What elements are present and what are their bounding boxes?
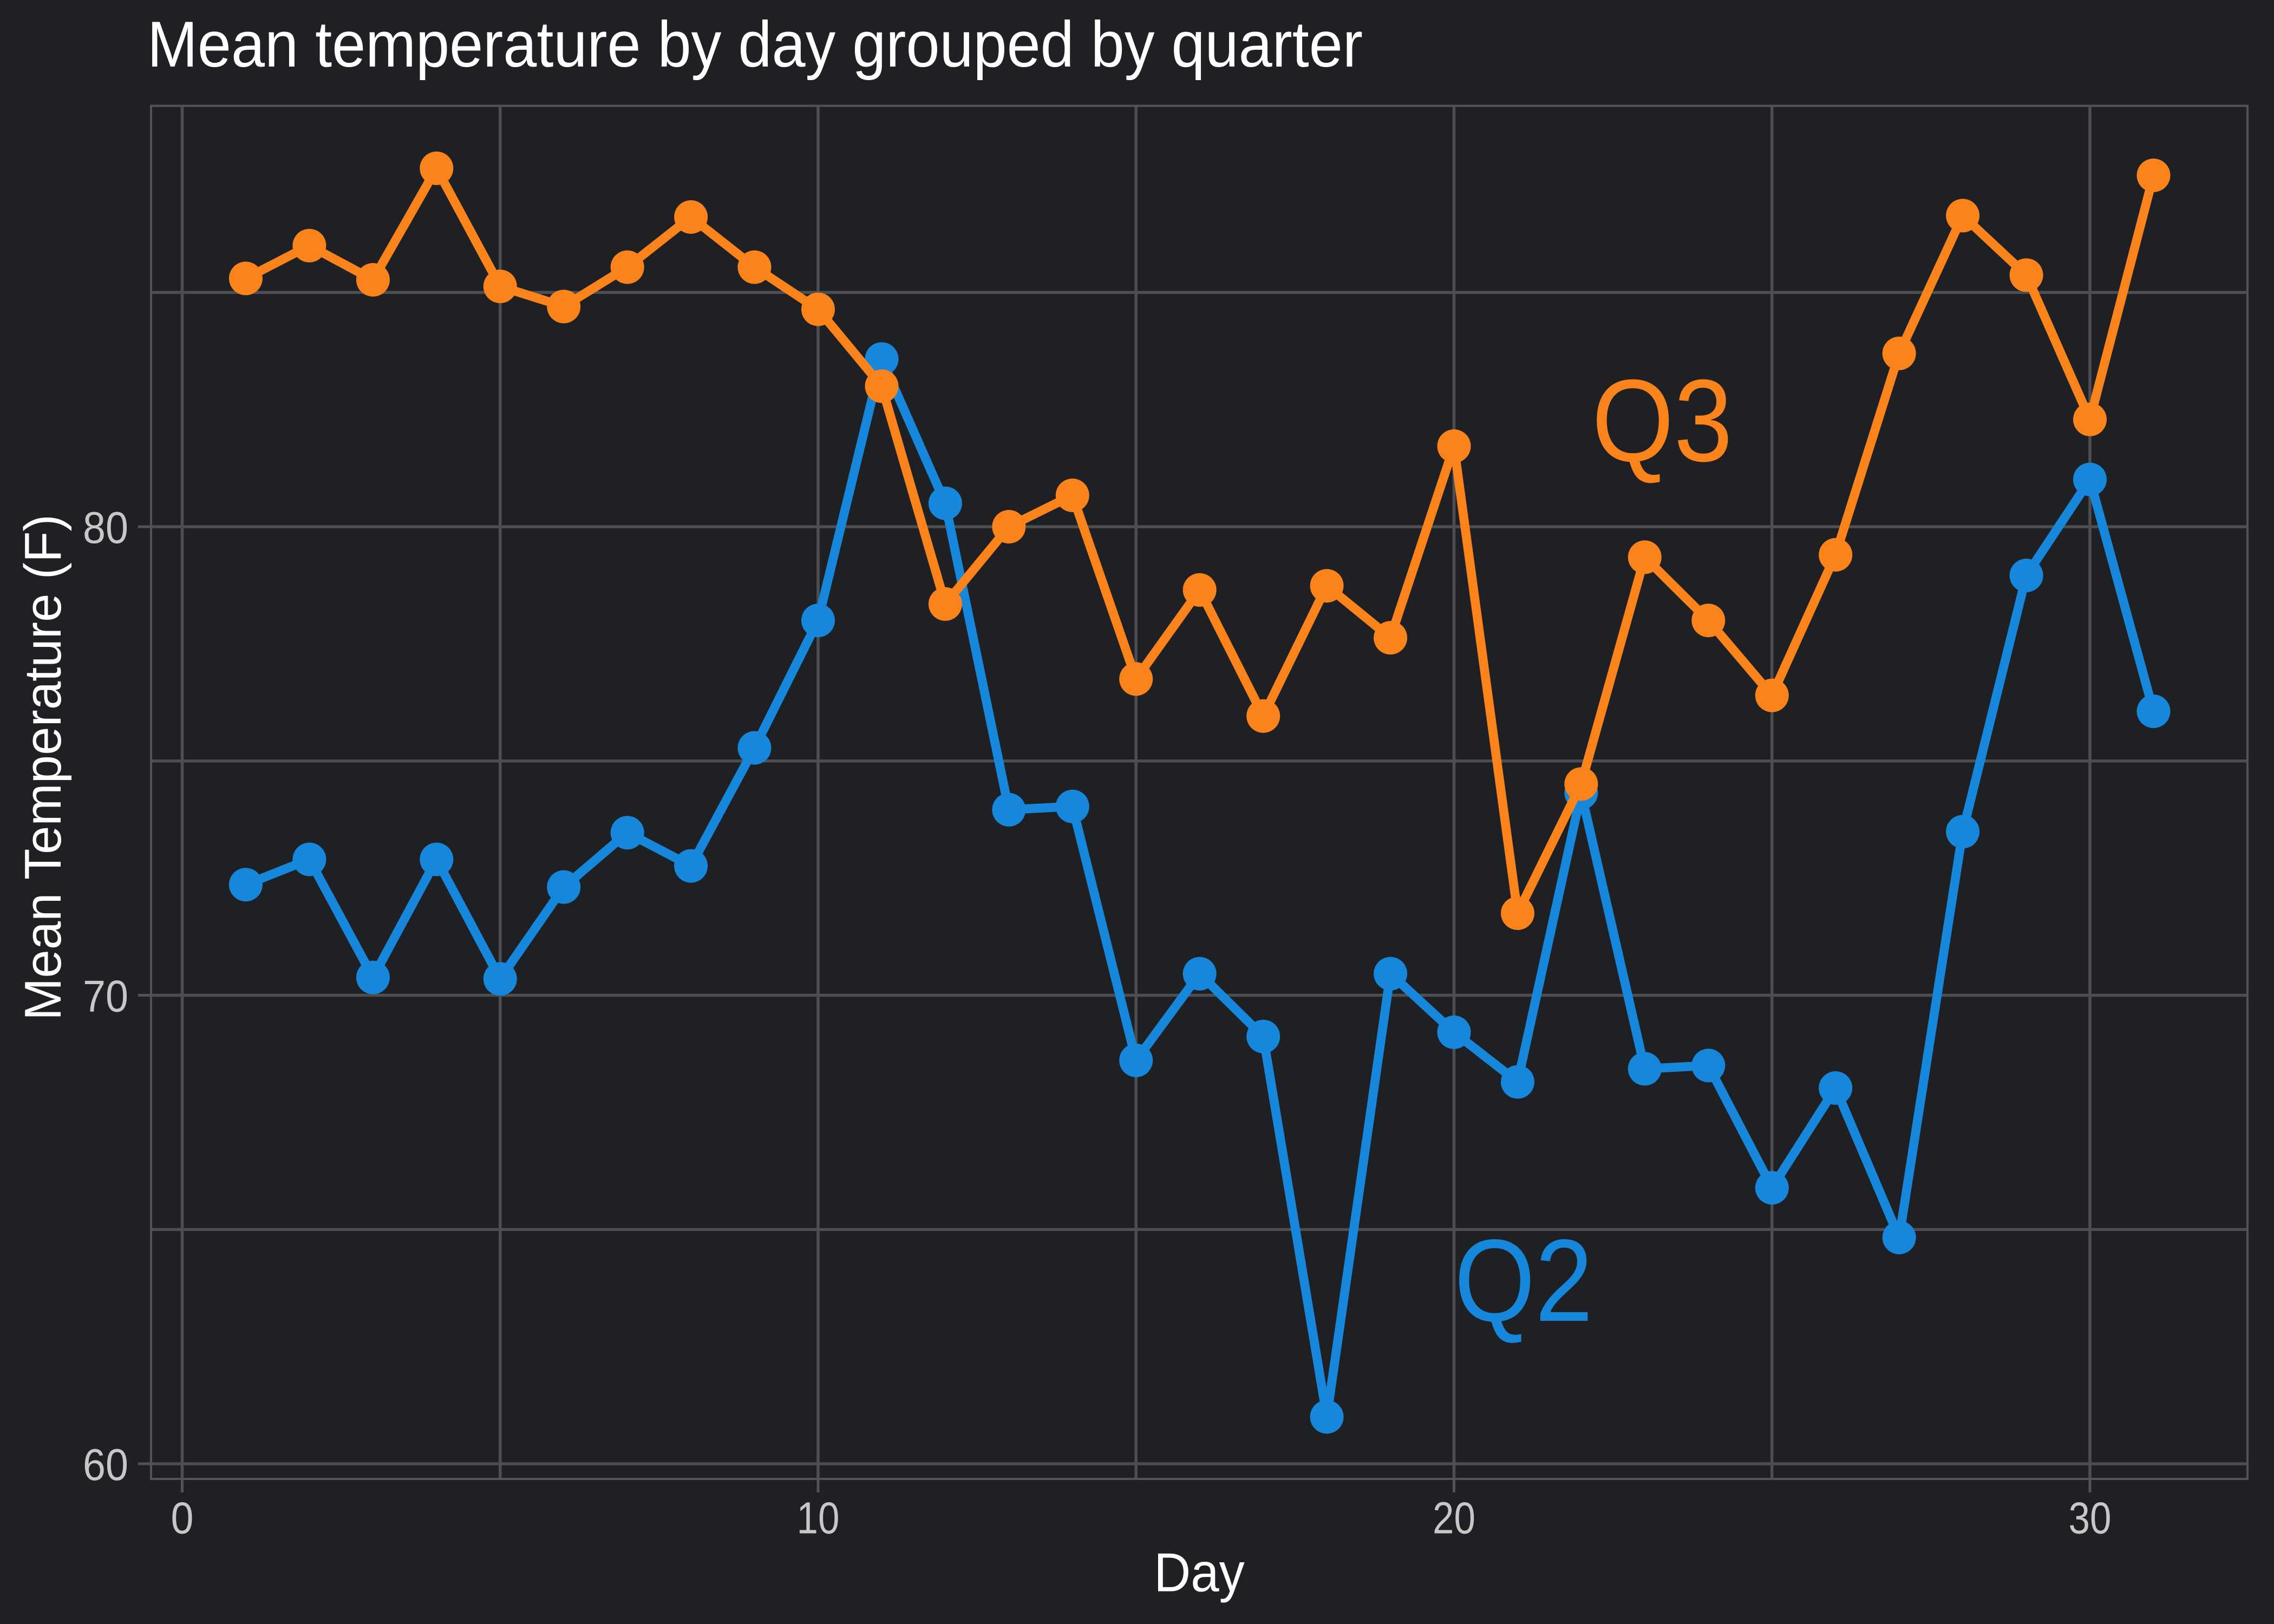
svg-text:0: 0 [171,1493,194,1543]
svg-text:Q2: Q2 [1454,1215,1593,1346]
svg-text:Mean Temperature (F): Mean Temperature (F) [14,514,72,1020]
svg-text:80: 80 [83,502,128,553]
svg-text:20: 20 [1433,1493,1475,1543]
svg-text:70: 70 [83,971,128,1021]
svg-text:Mean temperature by day groupe: Mean temperature by day grouped by quart… [147,8,1363,81]
svg-text:Q3: Q3 [1592,355,1733,486]
svg-text:10: 10 [797,1493,840,1543]
svg-text:30: 30 [2069,1493,2112,1543]
svg-text:60: 60 [83,1439,128,1490]
svg-text:Day: Day [1154,1543,1245,1603]
